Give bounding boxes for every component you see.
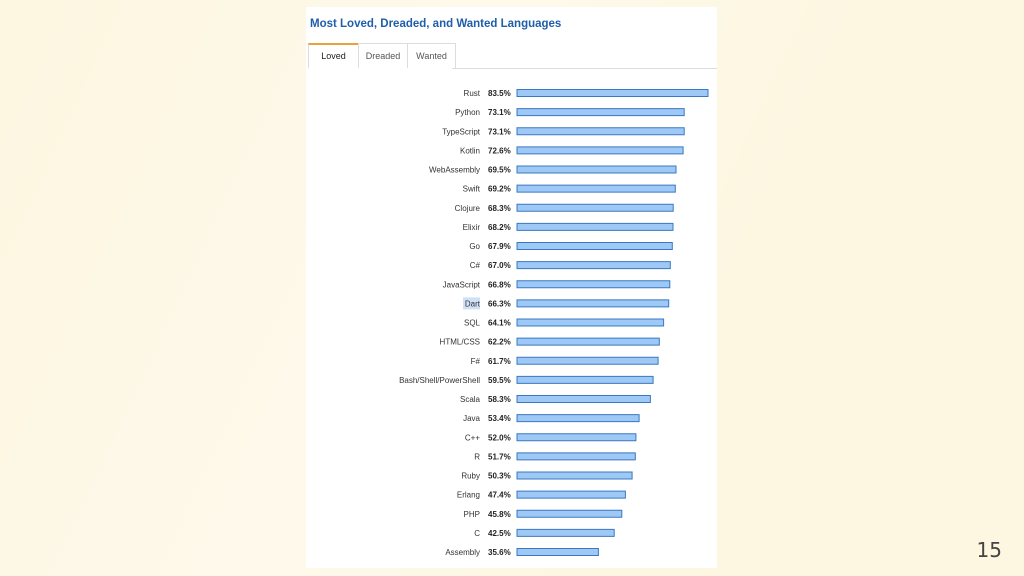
value-label: 42.5% (488, 529, 511, 538)
category-label: Bash/Shell/PowerShell (399, 376, 480, 385)
category-label: WebAssembly (429, 166, 480, 175)
value-label: 72.6% (488, 146, 511, 155)
bar (516, 490, 626, 499)
category-label: Go (469, 242, 480, 251)
bar (516, 318, 665, 327)
bar (516, 165, 677, 174)
category-label: Rust (464, 89, 481, 98)
category-label: Dart (465, 299, 481, 308)
bar (516, 548, 599, 556)
category-label: Elixir (463, 223, 481, 232)
slide-number: 15 (976, 538, 1002, 562)
category-label: TypeScript (442, 127, 481, 136)
value-label: 73.1% (488, 127, 511, 136)
category-label: Swift (463, 185, 481, 194)
category-label: Ruby (461, 472, 480, 481)
category-label: Python (455, 108, 480, 117)
value-label: 68.3% (488, 204, 511, 213)
category-label: R (474, 452, 480, 461)
value-label: 68.2% (488, 223, 511, 232)
category-label: Erlang (457, 491, 480, 500)
category-label: Assembly (445, 548, 480, 557)
bar (516, 127, 685, 136)
category-label: Clojure (455, 204, 481, 213)
category-label: Kotlin (460, 146, 480, 155)
category-label: F# (471, 357, 481, 366)
category-label: SQL (464, 319, 481, 328)
value-label: 73.1% (488, 108, 511, 117)
value-label: 59.5% (488, 376, 511, 385)
value-label: 51.7% (488, 452, 511, 461)
bar (516, 471, 633, 480)
category-label: HTML/CSS (440, 338, 480, 347)
bar (516, 337, 660, 346)
value-label: 47.4% (488, 491, 511, 500)
value-label: 66.3% (488, 299, 511, 308)
bar (516, 146, 684, 155)
bar (516, 414, 640, 423)
value-label: 67.0% (488, 261, 511, 270)
bar (516, 395, 651, 403)
value-label: 35.6% (488, 548, 511, 557)
bar (516, 509, 623, 518)
value-label: 67.9% (488, 242, 511, 251)
value-label: 64.1% (488, 319, 511, 328)
bar (516, 433, 637, 442)
category-label: JavaScript (443, 280, 481, 289)
value-label: 45.8% (488, 510, 511, 519)
category-label: C (474, 529, 480, 538)
tab-divider (452, 68, 717, 69)
bar (516, 528, 615, 537)
value-label: 50.3% (488, 472, 511, 481)
value-label: 52.0% (488, 433, 511, 442)
value-label: 62.2% (488, 338, 511, 347)
bar (516, 89, 709, 97)
category-label: C# (470, 261, 481, 270)
bar (516, 203, 674, 212)
chart-title: Most Loved, Dreaded, and Wanted Language… (310, 18, 562, 30)
bar (516, 356, 659, 365)
tab-loved[interactable]: Loved (308, 43, 359, 68)
bar (516, 184, 676, 193)
bar (516, 299, 670, 308)
bar (516, 108, 685, 117)
value-label: 58.3% (488, 395, 511, 404)
category-label: C++ (465, 433, 480, 442)
value-label: 53.4% (488, 414, 511, 423)
bar (516, 222, 674, 231)
bar (516, 261, 671, 270)
category-highlight (463, 297, 480, 310)
tab-bar: Loved Dreaded Wanted (308, 43, 456, 69)
bar-chart: Rust 83.5% Python 73.1% TypeScript 73.1% Kotli… (399, 89, 709, 557)
value-label: 69.2% (488, 185, 511, 194)
value-label: 83.5% (488, 89, 511, 98)
category-label: Java (463, 414, 480, 423)
value-label: 66.8% (488, 280, 511, 289)
bar (516, 280, 671, 289)
category-label: Scala (460, 395, 481, 404)
tab-wanted[interactable]: Wanted (407, 43, 456, 68)
bar (516, 452, 636, 461)
chart-card: Most Loved, Dreaded, and Wanted Language… (306, 7, 717, 568)
bar (516, 242, 673, 250)
category-label: PHP (464, 510, 480, 519)
value-label: 69.5% (488, 166, 511, 175)
value-label: 61.7% (488, 357, 511, 366)
bar (516, 375, 654, 384)
